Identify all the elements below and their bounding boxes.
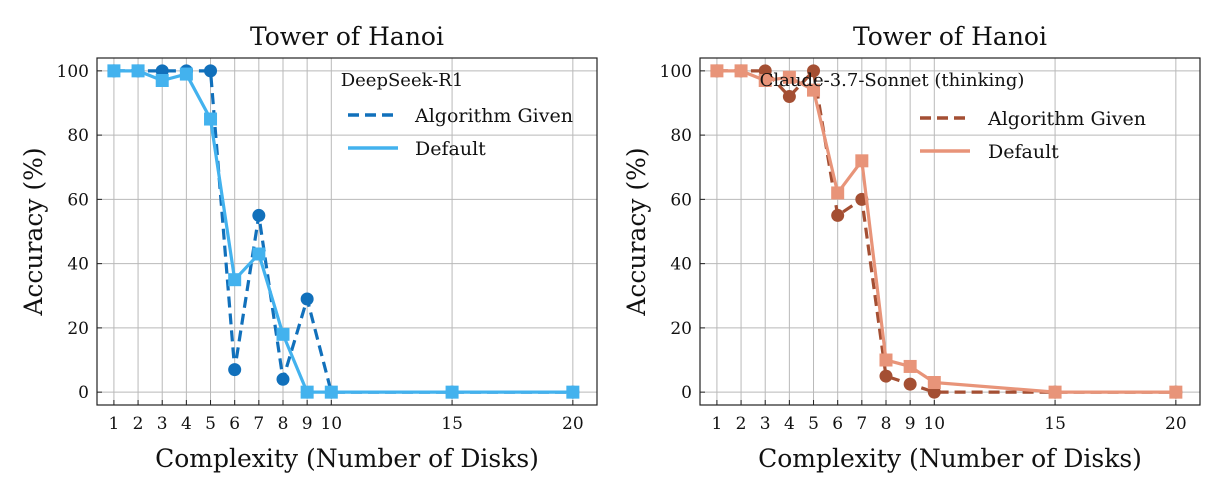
data-point bbox=[276, 327, 290, 341]
x-tick-label: 1 bbox=[108, 414, 119, 434]
x-tick-label: 1 bbox=[711, 414, 722, 434]
y-tick-label: 20 bbox=[67, 319, 89, 339]
data-point bbox=[566, 385, 580, 399]
x-tick-label: 20 bbox=[1165, 414, 1187, 434]
y-tick-label: 60 bbox=[67, 190, 89, 210]
tick-labels: 1 2 3 4 5 6 7 8 9 10 15 20 0 20 40 60 80 100 bbox=[660, 62, 1187, 434]
y-tick-label: 100 bbox=[57, 62, 89, 82]
legend-label: Default bbox=[415, 138, 486, 160]
chart-title: Tower of Hanoi bbox=[853, 22, 1047, 51]
data-point bbox=[758, 73, 772, 87]
data-point bbox=[710, 64, 724, 78]
x-tick-label: 5 bbox=[205, 414, 216, 434]
y-axis-label: Accuracy (%) bbox=[622, 147, 651, 316]
chart-panel-2: 1 2 3 4 5 6 7 8 9 10 15 20 0 20 40 60 80 100 Tower of Hano… bbox=[622, 22, 1201, 473]
x-tick-label: 7 bbox=[856, 414, 867, 434]
x-tick-label: 6 bbox=[832, 414, 843, 434]
plot-frame bbox=[699, 57, 1201, 406]
chart-panel-1: 1 2 3 4 5 6 7 8 9 10 15 20 0 20 40 60 80 100 Tower of Hano… bbox=[19, 22, 598, 473]
x-axis-label: Complexity (Number of Disks) bbox=[758, 444, 1142, 473]
data-point bbox=[807, 83, 821, 97]
data-point bbox=[807, 64, 821, 78]
x-tick-label: 10 bbox=[923, 414, 945, 434]
data-point bbox=[204, 112, 218, 126]
legend-title: Claude-3.7-Sonnet (thinking) bbox=[760, 70, 1025, 91]
x-tick-label: 9 bbox=[302, 414, 313, 434]
legend-label: Default bbox=[988, 141, 1059, 163]
y-tick-label: 0 bbox=[78, 383, 89, 403]
y-tick-label: 40 bbox=[67, 255, 89, 275]
x-axis-label: Complexity (Number of Disks) bbox=[155, 444, 539, 473]
data-point bbox=[927, 376, 941, 390]
x-tick-label: 9 bbox=[905, 414, 916, 434]
data-point bbox=[252, 208, 266, 222]
x-tick-label: 5 bbox=[808, 414, 819, 434]
x-tick-label: 6 bbox=[229, 414, 240, 434]
data-point bbox=[734, 64, 748, 78]
data-point bbox=[855, 154, 869, 168]
y-tick-label: 60 bbox=[670, 190, 692, 210]
data-point bbox=[1169, 385, 1183, 399]
data-point bbox=[831, 186, 845, 200]
data-point bbox=[252, 247, 266, 261]
x-tick-label: 2 bbox=[736, 414, 747, 434]
data-point bbox=[228, 363, 242, 377]
data-point bbox=[445, 385, 459, 399]
data-point bbox=[879, 369, 893, 383]
data-point bbox=[903, 377, 917, 391]
data-point bbox=[324, 385, 338, 399]
data-point bbox=[300, 385, 314, 399]
x-tick-label: 2 bbox=[133, 414, 144, 434]
x-tick-label: 15 bbox=[1044, 414, 1066, 434]
legend: DeepSeek-R1 Algorithm Given Default bbox=[341, 70, 573, 160]
data-point bbox=[1048, 385, 1062, 399]
x-tick-label: 15 bbox=[441, 414, 463, 434]
x-tick-label: 10 bbox=[320, 414, 342, 434]
x-tick-label: 8 bbox=[278, 414, 289, 434]
x-tick-label: 20 bbox=[562, 414, 584, 434]
data-point bbox=[300, 292, 314, 306]
data-point bbox=[782, 70, 796, 84]
data-point bbox=[903, 359, 917, 373]
x-tick-label: 7 bbox=[253, 414, 264, 434]
chart-title: Tower of Hanoi bbox=[250, 22, 444, 51]
data-point bbox=[179, 67, 193, 81]
y-tick-label: 100 bbox=[660, 62, 692, 82]
data-point bbox=[879, 353, 893, 367]
y-tick-label: 80 bbox=[67, 126, 89, 146]
y-tick-label: 80 bbox=[670, 126, 692, 146]
data-point bbox=[204, 64, 218, 78]
data-point bbox=[276, 372, 290, 386]
y-tick-label: 40 bbox=[670, 255, 692, 275]
series-2 bbox=[107, 64, 580, 399]
data-point bbox=[107, 64, 121, 78]
legend-label: Algorithm Given bbox=[987, 108, 1146, 130]
data-point bbox=[228, 273, 242, 287]
data-point bbox=[155, 73, 169, 87]
tick-labels: 1 2 3 4 5 6 7 8 9 10 15 20 0 20 40 60 80 100 bbox=[57, 62, 584, 434]
y-tick-label: 0 bbox=[681, 383, 692, 403]
legend-title: DeepSeek-R1 bbox=[341, 70, 464, 91]
x-tick-label: 8 bbox=[881, 414, 892, 434]
grid bbox=[700, 58, 1200, 405]
data-point bbox=[782, 90, 796, 104]
plot-frame bbox=[96, 57, 598, 406]
data-point bbox=[131, 64, 145, 78]
x-tick-label: 4 bbox=[181, 414, 192, 434]
y-tick-label: 20 bbox=[670, 319, 692, 339]
legend: Claude-3.7-Sonnet (thinking) Algorithm Gi… bbox=[760, 70, 1146, 163]
series-2 bbox=[710, 64, 1183, 399]
legend-label: Algorithm Given bbox=[414, 105, 573, 127]
x-tick-label: 4 bbox=[784, 414, 795, 434]
x-tick-label: 3 bbox=[157, 414, 168, 434]
x-tick-label: 3 bbox=[760, 414, 771, 434]
data-point bbox=[831, 208, 845, 222]
y-axis-label: Accuracy (%) bbox=[19, 147, 48, 316]
